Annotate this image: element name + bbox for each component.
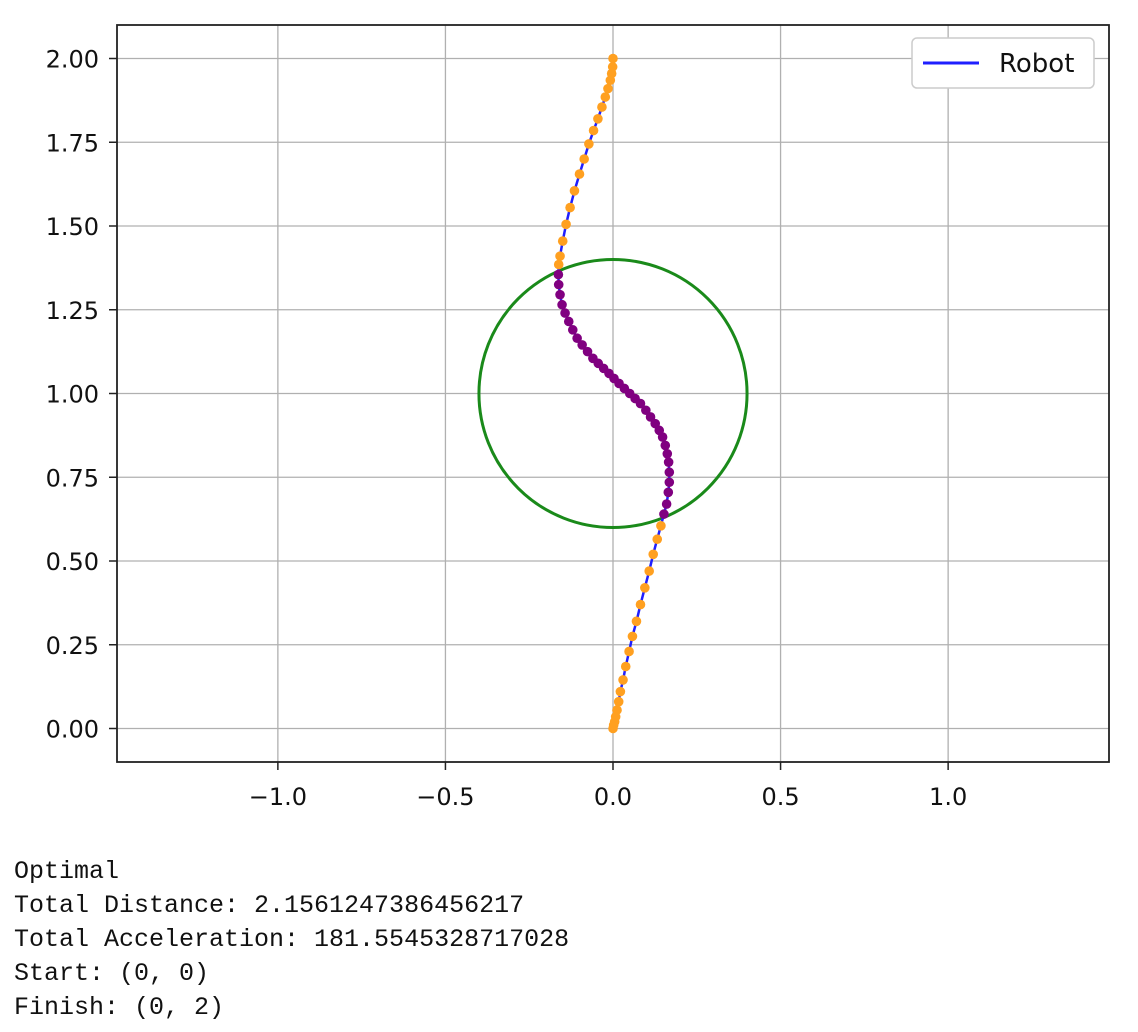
trajectory-point-inside (567, 325, 578, 335)
trajectory-point-inside (563, 316, 574, 327)
trajectory-point-outside (627, 631, 638, 642)
x-tick-label: −0.5 (416, 783, 474, 811)
trajectory-point-outside (631, 616, 642, 627)
trajectory-point-outside (561, 219, 571, 230)
output-status: Optimal (14, 857, 120, 886)
trajectory-point-inside (641, 405, 651, 416)
y-tick-label: 1.75 (46, 129, 99, 157)
trajectory-point-inside (553, 279, 564, 290)
trajectory-point-outside (557, 236, 568, 246)
trajectory-point-outside (588, 125, 599, 136)
obstacle-layer (477, 258, 749, 529)
trajectory-point-outside (584, 139, 594, 149)
points-layer (553, 53, 675, 734)
x-tick-label: 0.5 (761, 783, 799, 811)
trajectory-plot: −1.0 −0.5 0.0 0.5 1.0 0.00 0.25 0.50 0.75 1.00 1.… (46, 24, 1110, 811)
trajectory-point-outside (608, 53, 618, 64)
trajectory-point-outside (607, 62, 618, 72)
x-tick-label: 0.0 (594, 783, 632, 811)
x-tick-label: 1.0 (929, 783, 967, 811)
y-tick-label: 1.50 (46, 213, 99, 241)
trajectory-point-outside (656, 521, 666, 531)
x-axis-ticks: −1.0 −0.5 0.0 0.5 1.0 (249, 762, 967, 811)
y-tick-label: 0.75 (46, 464, 99, 492)
trajectory-point-inside (645, 412, 656, 422)
trajectory-point-inside (659, 509, 669, 519)
output-total-distance: Total Distance: 2.1561247386456217 (14, 891, 525, 920)
trajectory-point-inside (661, 499, 672, 509)
y-axis-ticks: 0.00 0.25 0.50 0.75 1.00 1.25 1.50 1.75 2.00 (46, 46, 117, 744)
trajectory-point-outside (640, 583, 650, 593)
trajectory-point-outside (648, 549, 659, 560)
output-start: Start: (0, 0) (14, 959, 210, 988)
console-output: Optimal Total Distance: 2.15612473864562… (14, 855, 569, 1025)
trajectory-point-outside (603, 83, 613, 94)
trajectory-point-inside (560, 308, 570, 318)
trajectory-point-inside (553, 269, 564, 280)
legend-box (911, 37, 1095, 89)
output-finish: Finish: (0, 2) (14, 993, 225, 1022)
y-tick-label: 0.50 (46, 548, 99, 576)
trajectory-point-inside (664, 467, 675, 478)
trajectory-point-inside (662, 449, 673, 459)
trajectory-point-inside (555, 289, 565, 300)
trajectory-point-inside (572, 333, 582, 344)
grid-lines (117, 25, 1109, 762)
trajectory-point-inside (557, 299, 567, 310)
trajectory-point-outside (593, 114, 603, 124)
y-tick-label: 0.25 (46, 632, 99, 660)
trajectory-point-inside (582, 346, 593, 357)
trajectory-point-outside (618, 675, 628, 685)
output-total-acceleration: Total Acceleration: 181.5545328717028 (14, 925, 570, 954)
trajectory-point-outside (579, 154, 589, 164)
trajectory-point-outside (553, 259, 564, 270)
trajectory-point-outside (569, 186, 580, 196)
trajectory-point-outside (612, 705, 622, 715)
y-tick-label: 0.00 (46, 716, 99, 744)
x-tick-label: −1.0 (249, 783, 307, 811)
trajectory-point-outside (613, 696, 624, 707)
trajectory-point-inside (663, 457, 674, 467)
trajectory-point-inside (660, 440, 671, 451)
trajectory-point-inside (650, 418, 661, 429)
y-tick-label: 1.00 (46, 381, 99, 409)
trajectory-point-outside (555, 251, 565, 261)
trajectory-point-inside (577, 340, 587, 350)
trajectory-point-inside (588, 353, 598, 364)
trajectory-point-outside (644, 566, 654, 576)
legend-label-robot: Robot (999, 49, 1074, 79)
trajectory-point-outside (624, 646, 634, 657)
trajectory-point-outside (615, 686, 626, 697)
y-tick-label: 2.00 (46, 46, 99, 74)
legend: Robot (911, 37, 1095, 89)
trajectory-point-outside (635, 599, 646, 610)
trajectory-point-outside (620, 661, 631, 672)
trajectory-point-inside (663, 487, 674, 498)
trajectory-point-outside (600, 92, 611, 102)
trajectory-point-outside (565, 202, 575, 213)
trajectory-point-outside (574, 169, 585, 179)
trajectory-point-outside (652, 534, 663, 545)
obstacle-circle (477, 258, 749, 529)
y-tick-label: 1.25 (46, 297, 99, 325)
trajectory-point-outside (597, 102, 607, 112)
trajectory-point-inside (664, 477, 675, 488)
